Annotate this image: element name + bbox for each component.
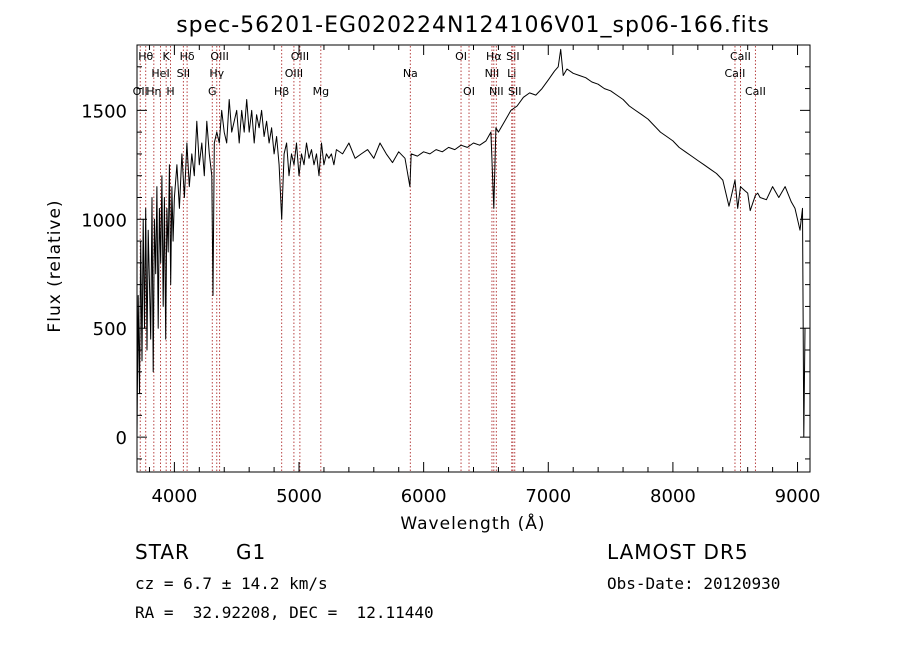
x-tick-label: 9000 — [775, 486, 821, 507]
x-axis-label: Wavelength (Å) — [400, 512, 545, 534]
line-label: OIII — [285, 67, 303, 80]
x-tick-label: 7000 — [525, 486, 571, 507]
line-label: SII — [506, 50, 519, 63]
obs-date: Obs-Date: 20120930 — [607, 574, 781, 593]
line-label: SII — [177, 67, 190, 80]
line-label: CaII — [745, 85, 766, 98]
line-label: Hδ — [180, 50, 195, 63]
line-label: Hβ — [274, 85, 289, 98]
coordinates-text: RA = 32.92208, DEC = 12.11440 — [135, 603, 434, 622]
line-label: Hα — [486, 50, 502, 63]
spectral-line-markers: OIIHθHηHeIKHSIIHδGHγOIIIHβOIIIOIIIMgNaOI… — [133, 46, 766, 472]
line-label: Na — [403, 67, 418, 80]
line-label: OIII — [291, 50, 309, 63]
line-label: G — [208, 85, 217, 98]
line-label: K — [163, 50, 171, 63]
axis-ticks: 4000 5000 6000 7000 8000 9000 0 500 1000 1500 — [81, 44, 821, 507]
line-label: Mg — [313, 85, 329, 98]
line-label: Li — [507, 67, 516, 80]
line-label: OI — [463, 85, 475, 98]
chart-title: spec-56201-EG020224N124106V01_sp06-166.f… — [176, 13, 770, 38]
line-label: NII — [489, 85, 504, 98]
line-label: HeI — [151, 67, 169, 80]
line-label: H — [166, 85, 174, 98]
line-label: Hη — [146, 85, 161, 98]
line-label: CaII — [725, 67, 746, 80]
line-label: OII — [133, 85, 148, 98]
plot-frame — [136, 44, 811, 473]
x-tick-label: 6000 — [401, 486, 447, 507]
redshift-text: cz = 6.7 ± 14.2 km/s — [135, 574, 328, 593]
line-label: Hθ — [138, 50, 153, 63]
y-axis-label: Flux (relative) — [45, 199, 65, 332]
y-tick-label: 500 — [93, 319, 127, 340]
line-label: Hγ — [209, 67, 224, 80]
object-type: STAR — [135, 540, 190, 564]
line-label: CaII — [730, 50, 751, 63]
x-tick-label: 4000 — [151, 486, 197, 507]
y-tick-label: 0 — [116, 428, 127, 449]
line-label: SII — [508, 85, 521, 98]
y-tick-label: 1000 — [81, 210, 127, 231]
x-tick-label: 5000 — [276, 486, 322, 507]
spectrum-line-0 — [136, 48, 806, 438]
spectrum-series — [136, 48, 806, 438]
object-subclass: G1 — [236, 540, 267, 564]
line-label: OI — [455, 50, 467, 63]
line-label: NII — [485, 67, 500, 80]
survey-name: LAMOST DR5 — [607, 540, 749, 564]
y-tick-label: 1500 — [81, 101, 127, 122]
line-label: OIII — [210, 50, 228, 63]
x-tick-label: 8000 — [650, 486, 696, 507]
